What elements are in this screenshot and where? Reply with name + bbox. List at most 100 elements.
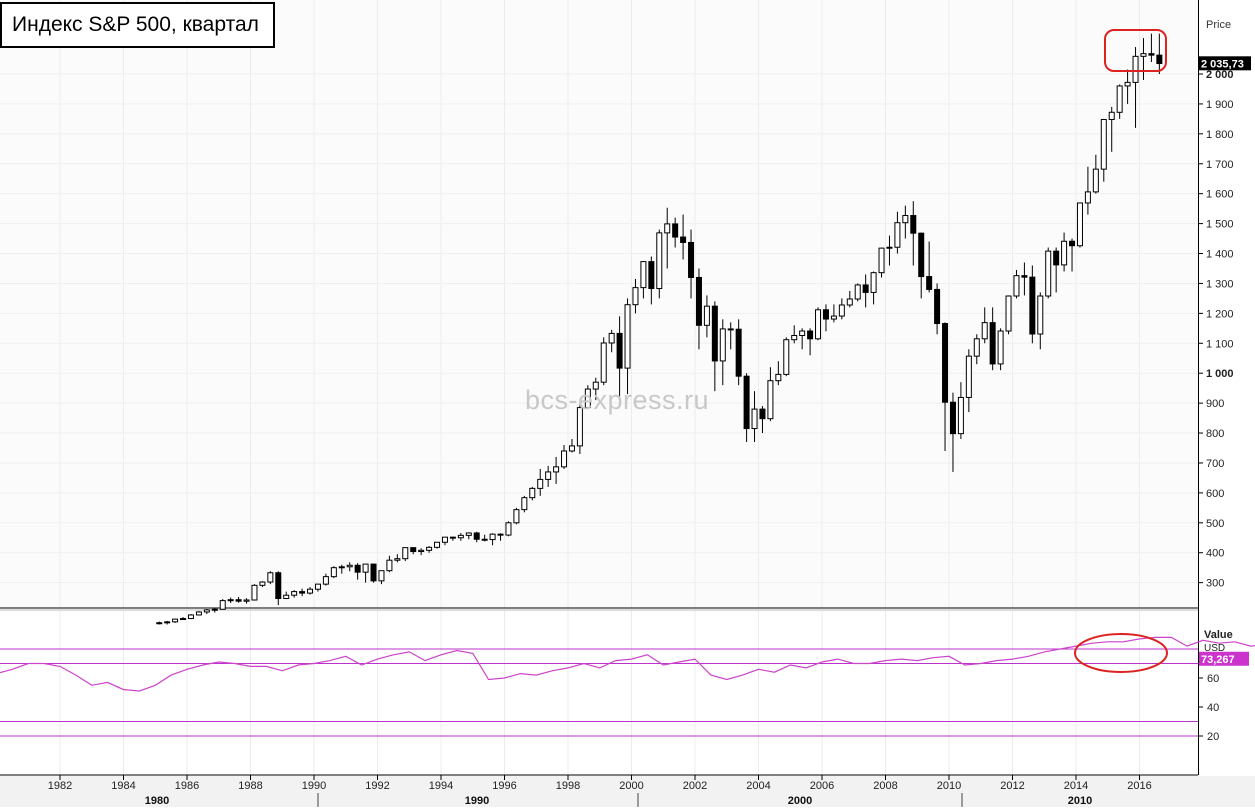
- candle-body: [640, 261, 647, 289]
- candle-body: [251, 584, 258, 601]
- candle-body: [227, 599, 234, 602]
- last-price-label: 2 035,73: [1201, 58, 1244, 70]
- candle-body: [632, 287, 639, 306]
- price-y-tick-label: 600: [1206, 488, 1224, 500]
- candle-body: [688, 241, 695, 278]
- x-axis-year-label: 2008: [873, 780, 897, 792]
- x-axis-year-label: 2014: [1064, 780, 1088, 792]
- candle-body: [187, 614, 194, 620]
- price-y-tick-label: 1 300: [1206, 278, 1234, 290]
- candle-body: [1029, 276, 1036, 335]
- price-y-tick-label: 300: [1206, 578, 1224, 590]
- candle-body: [1148, 53, 1155, 56]
- x-axis-year-label: 1996: [492, 780, 516, 792]
- candle-body: [1132, 55, 1139, 83]
- candle-body: [711, 305, 718, 362]
- candle-body: [553, 466, 560, 473]
- candle-body: [338, 566, 345, 569]
- candle-body: [830, 315, 837, 320]
- candle-body: [378, 570, 385, 582]
- x-axis-year-label: 2000: [619, 780, 643, 792]
- candle-body: [822, 309, 829, 320]
- x-axis-decade-label: 1990: [465, 795, 489, 807]
- x-axis-decade-label: 2010: [1068, 795, 1092, 807]
- candle-body: [584, 388, 591, 409]
- candle-body: [648, 261, 655, 290]
- candle-body: [537, 478, 544, 489]
- grid-lines: [0, 0, 1198, 775]
- price-y-tick-label: 400: [1206, 548, 1224, 560]
- candle-body: [838, 304, 845, 317]
- x-axis-year-label: 1992: [365, 780, 389, 792]
- candle-body: [259, 581, 266, 586]
- candle-body: [942, 323, 949, 403]
- indicator-annotation-ellipse: [1074, 633, 1168, 673]
- candle-body: [299, 591, 306, 594]
- candle-body: [1140, 53, 1147, 57]
- x-axis: 1982 1984 1986 1988 1990 1992 1994 1996 1998 2000…: [48, 775, 1152, 807]
- candle-body: [394, 558, 401, 561]
- candle-body: [1021, 275, 1028, 278]
- price-panel-background: [0, 0, 1198, 608]
- candle-body: [529, 487, 536, 499]
- x-axis-background: [0, 776, 1255, 808]
- candle-body: [1076, 202, 1083, 247]
- candle-body: [267, 572, 274, 583]
- candle-body: [1100, 118, 1107, 170]
- candle-body: [386, 559, 393, 572]
- candle-body: [600, 342, 607, 383]
- candle-body: [608, 332, 615, 344]
- candle-body: [695, 276, 702, 326]
- price-y-tick-label: 2 000: [1206, 69, 1234, 81]
- x-axis-year-label: 1998: [556, 780, 580, 792]
- candle-body: [886, 246, 893, 249]
- candle-body: [1069, 240, 1076, 247]
- candle-body: [592, 381, 599, 390]
- candle-body: [1037, 295, 1044, 335]
- candle-body: [767, 380, 774, 420]
- price-y-tick-label: 1 800: [1206, 129, 1234, 141]
- candle-body: [989, 322, 996, 365]
- candle-body: [862, 284, 869, 293]
- indicator-line: [0, 636, 1255, 692]
- candle-body: [497, 533, 504, 536]
- candle-body: [219, 600, 226, 610]
- candle-body: [719, 328, 726, 362]
- candle-body: [815, 309, 822, 340]
- candle-body: [164, 621, 171, 624]
- candle-body: [727, 328, 734, 331]
- candle-body: [775, 373, 782, 382]
- candle-body: [926, 276, 933, 290]
- candle-body: [870, 272, 877, 293]
- price-y-tick-label: 800: [1206, 428, 1224, 440]
- candle-body: [1108, 111, 1115, 120]
- candle-body: [1116, 85, 1123, 113]
- candle-body: [457, 534, 464, 539]
- candle-body: [449, 536, 456, 539]
- price-y-tick-label: 1 000: [1206, 368, 1234, 380]
- candle-body: [354, 564, 361, 573]
- candle-body: [783, 339, 790, 375]
- price-y-tick-label: 1 400: [1206, 249, 1234, 261]
- candle-body: [473, 532, 480, 540]
- x-axis-decade-label: 1980: [145, 795, 169, 807]
- x-axis-year-label: 2010: [937, 780, 961, 792]
- candle-body: [314, 583, 321, 590]
- candle-body: [291, 591, 298, 596]
- candle-body: [505, 522, 512, 536]
- price-y-tick-label: 500: [1206, 518, 1224, 530]
- candle-body: [807, 330, 814, 340]
- indicator-value-label: 73,267: [1201, 654, 1235, 666]
- x-axis-year-label: 2002: [683, 780, 707, 792]
- candle-body: [1005, 295, 1012, 332]
- indicator-panel: Value USD 20 40 60: [0, 629, 1255, 743]
- price-axis-title: Price: [1206, 19, 1231, 31]
- candle-body: [1061, 240, 1068, 266]
- candle-body: [1092, 168, 1099, 193]
- candle-body: [568, 445, 575, 452]
- candle-body: [918, 232, 925, 278]
- candle-body: [759, 408, 766, 420]
- candle-body: [997, 330, 1004, 365]
- candle-body: [307, 588, 314, 594]
